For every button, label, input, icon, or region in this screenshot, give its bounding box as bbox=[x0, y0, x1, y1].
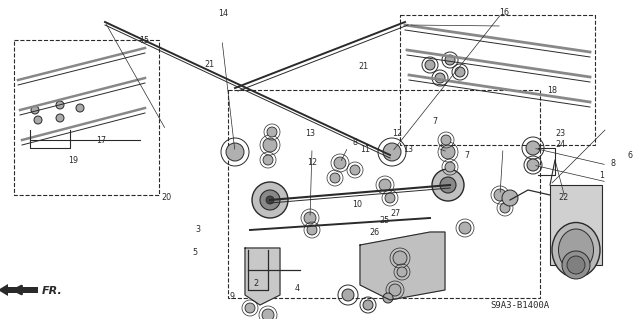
Text: 4: 4 bbox=[295, 284, 300, 293]
Ellipse shape bbox=[567, 256, 585, 274]
Ellipse shape bbox=[383, 293, 393, 303]
Text: S9A3-B1400A: S9A3-B1400A bbox=[490, 300, 549, 309]
Ellipse shape bbox=[494, 189, 506, 201]
Ellipse shape bbox=[432, 169, 464, 201]
Ellipse shape bbox=[56, 114, 64, 122]
Ellipse shape bbox=[562, 251, 590, 279]
Text: 21: 21 bbox=[205, 60, 215, 69]
Text: 26: 26 bbox=[369, 228, 380, 237]
Ellipse shape bbox=[34, 116, 42, 124]
Text: 19: 19 bbox=[68, 156, 79, 165]
Ellipse shape bbox=[31, 106, 39, 114]
Text: 6: 6 bbox=[628, 151, 633, 160]
Ellipse shape bbox=[267, 127, 277, 137]
Ellipse shape bbox=[389, 284, 401, 296]
Ellipse shape bbox=[500, 203, 510, 213]
Text: 25: 25 bbox=[379, 216, 389, 225]
Text: 7: 7 bbox=[433, 117, 438, 126]
Bar bbox=[400, 15, 595, 145]
Text: 8: 8 bbox=[611, 159, 616, 168]
Text: 7: 7 bbox=[465, 151, 470, 160]
Polygon shape bbox=[360, 232, 445, 300]
Ellipse shape bbox=[383, 143, 401, 161]
Text: 3: 3 bbox=[196, 225, 201, 234]
Text: 5: 5 bbox=[193, 248, 198, 256]
Text: 23: 23 bbox=[555, 129, 565, 138]
Ellipse shape bbox=[385, 193, 395, 203]
Ellipse shape bbox=[226, 143, 244, 161]
Ellipse shape bbox=[334, 157, 346, 169]
Text: 22: 22 bbox=[558, 193, 568, 202]
Ellipse shape bbox=[342, 289, 354, 301]
Text: 18: 18 bbox=[547, 86, 557, 95]
Ellipse shape bbox=[260, 190, 280, 210]
Ellipse shape bbox=[76, 104, 84, 112]
Ellipse shape bbox=[459, 222, 471, 234]
Ellipse shape bbox=[252, 182, 288, 218]
Ellipse shape bbox=[350, 165, 360, 175]
Text: 10: 10 bbox=[352, 200, 362, 209]
Ellipse shape bbox=[307, 225, 317, 235]
Ellipse shape bbox=[559, 229, 593, 271]
Text: 8: 8 bbox=[353, 138, 358, 147]
FancyArrow shape bbox=[0, 284, 38, 296]
Text: 21: 21 bbox=[358, 62, 369, 71]
Text: FR.: FR. bbox=[42, 286, 63, 296]
Ellipse shape bbox=[526, 141, 540, 155]
Ellipse shape bbox=[266, 196, 274, 204]
Ellipse shape bbox=[441, 145, 455, 159]
Text: 27: 27 bbox=[390, 209, 401, 218]
Text: 17: 17 bbox=[96, 137, 106, 145]
Text: 12: 12 bbox=[307, 158, 317, 167]
Ellipse shape bbox=[455, 67, 465, 77]
Ellipse shape bbox=[304, 212, 316, 224]
Ellipse shape bbox=[262, 309, 274, 319]
Text: 9: 9 bbox=[229, 292, 234, 301]
Text: 2: 2 bbox=[253, 279, 259, 288]
Text: 14: 14 bbox=[218, 9, 228, 18]
Ellipse shape bbox=[397, 267, 407, 277]
Text: 13: 13 bbox=[305, 129, 316, 138]
Text: 13: 13 bbox=[403, 145, 413, 154]
Text: 11: 11 bbox=[360, 145, 370, 154]
Ellipse shape bbox=[379, 179, 391, 191]
Bar bbox=[14, 40, 159, 195]
Ellipse shape bbox=[56, 101, 64, 109]
Ellipse shape bbox=[263, 138, 277, 152]
Text: 15: 15 bbox=[139, 36, 149, 45]
Ellipse shape bbox=[393, 251, 407, 265]
Ellipse shape bbox=[440, 177, 456, 193]
Ellipse shape bbox=[363, 300, 373, 310]
Bar bbox=[550, 185, 602, 265]
Ellipse shape bbox=[245, 303, 255, 313]
Text: 24: 24 bbox=[555, 140, 565, 149]
Ellipse shape bbox=[435, 73, 445, 83]
Text: 12: 12 bbox=[392, 129, 402, 138]
Ellipse shape bbox=[263, 155, 273, 165]
Bar bbox=[228, 90, 540, 298]
Ellipse shape bbox=[502, 190, 518, 206]
Ellipse shape bbox=[425, 60, 435, 70]
Text: 16: 16 bbox=[499, 8, 509, 17]
Ellipse shape bbox=[445, 55, 455, 65]
Text: 20: 20 bbox=[161, 193, 172, 202]
Ellipse shape bbox=[552, 222, 600, 278]
Ellipse shape bbox=[330, 173, 340, 183]
Ellipse shape bbox=[441, 135, 451, 145]
Text: 1: 1 bbox=[599, 171, 604, 180]
Polygon shape bbox=[245, 248, 280, 305]
Ellipse shape bbox=[527, 159, 539, 171]
Ellipse shape bbox=[445, 162, 455, 172]
